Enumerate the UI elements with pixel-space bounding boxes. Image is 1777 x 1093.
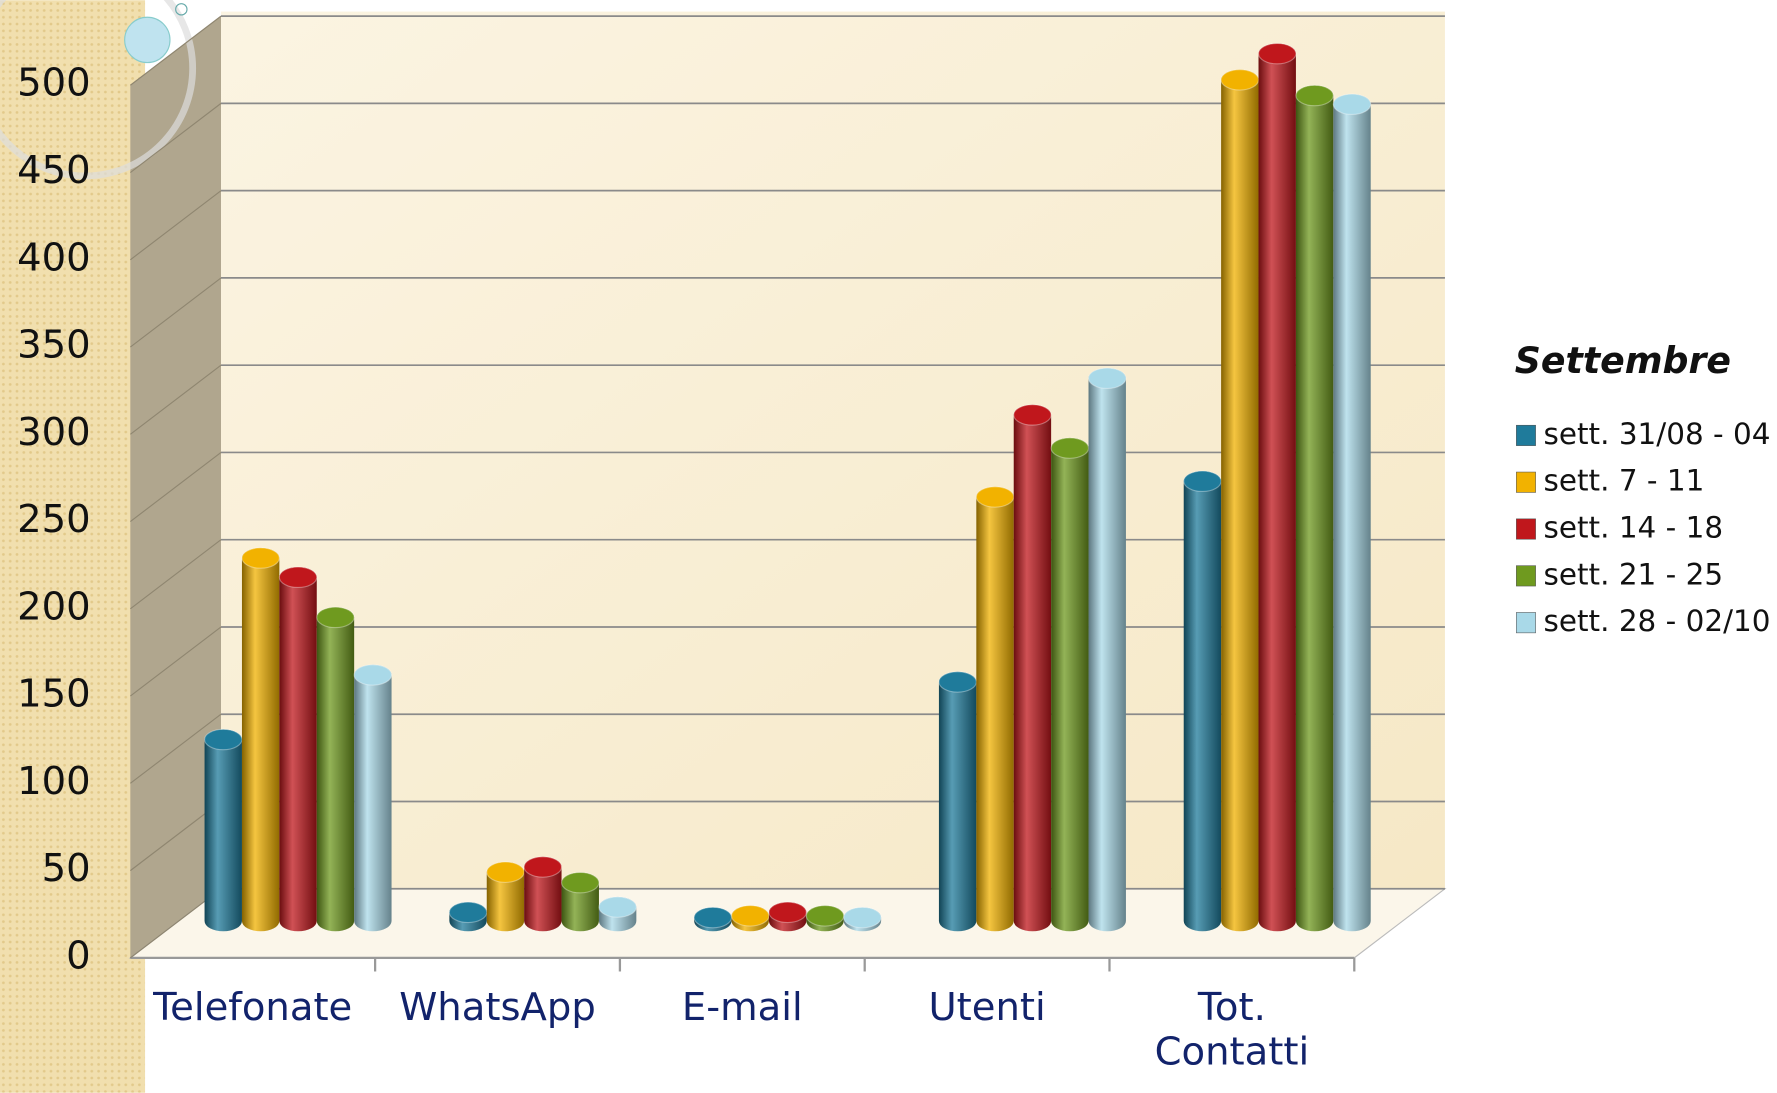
y-tick-label: 300	[17, 410, 91, 455]
bar-cap	[279, 567, 316, 587]
bar-cap	[524, 857, 561, 877]
bar	[1221, 70, 1258, 932]
bar	[939, 672, 976, 932]
legend-label: sett. 28 - 02/10	[1544, 604, 1771, 638]
bar-cap	[487, 862, 524, 882]
x-tick-label: Telefonate	[136, 986, 369, 1030]
y-tick-label: 150	[17, 672, 91, 717]
bar-cap	[599, 897, 636, 917]
bar	[1089, 368, 1126, 931]
bar-cap	[1296, 85, 1333, 105]
x-tick-label: Tot. Contatti	[1115, 986, 1348, 1075]
legend-label: sett. 21 - 25	[1544, 557, 1724, 591]
y-tick-label: 400	[17, 235, 91, 280]
x-tick-label: WhatsApp	[381, 986, 614, 1030]
x-label-box: Utenti	[870, 986, 1103, 1093]
bar-cap	[1014, 405, 1051, 425]
bar	[1184, 471, 1221, 931]
bar-cap	[694, 907, 731, 927]
bar-cap	[562, 872, 599, 892]
y-tick-label: 200	[17, 584, 91, 629]
x-label-box: E-mail	[626, 986, 859, 1093]
bar-cap	[976, 487, 1013, 507]
bar-cap	[1333, 94, 1370, 114]
bar-cap	[1259, 43, 1296, 63]
y-tick-label: 500	[17, 61, 91, 106]
y-tick-label: 250	[17, 497, 91, 542]
legend-swatch	[1516, 519, 1535, 539]
x-label-box: WhatsApp	[381, 986, 614, 1093]
y-tick-label: 350	[17, 323, 91, 368]
bar	[317, 607, 354, 931]
bar	[205, 729, 242, 931]
bar-cap	[354, 665, 391, 685]
bar	[1333, 94, 1370, 931]
legend-swatch	[1516, 612, 1535, 632]
x-label-box: Telefonate	[136, 986, 369, 1093]
y-tick-label: 50	[42, 846, 91, 891]
y-tick-label: 100	[17, 759, 91, 804]
bar	[1259, 43, 1296, 931]
bar	[242, 548, 279, 931]
bar-cap	[242, 548, 279, 568]
bar	[1051, 438, 1088, 931]
y-tick-label: 0	[66, 933, 91, 978]
bar-cap	[732, 906, 769, 926]
x-tick-label: Utenti	[870, 986, 1103, 1030]
bar-cap	[769, 902, 806, 922]
legend-label: sett. 31/08 - 04	[1544, 417, 1771, 451]
bar	[976, 487, 1013, 931]
y-tick-label: 450	[17, 148, 91, 193]
x-label-box: Tot. Contatti	[1115, 986, 1348, 1093]
bar-cap	[317, 607, 354, 627]
bar-cap	[1089, 368, 1126, 388]
legend-swatch	[1516, 566, 1535, 586]
bar-cap	[205, 729, 242, 749]
bar-cap	[844, 907, 881, 927]
legend-title: Settembre	[1515, 339, 1731, 382]
legend-label: sett. 14 - 18	[1544, 511, 1724, 545]
bar-cap	[1051, 438, 1088, 458]
bar-cap	[939, 672, 976, 692]
bar	[354, 665, 391, 931]
bar-cap	[1221, 70, 1258, 90]
bar	[1296, 85, 1333, 931]
decoration	[125, 17, 170, 62]
legend-swatch	[1516, 425, 1535, 445]
legend-swatch	[1516, 472, 1535, 492]
bar	[279, 567, 316, 931]
x-tick-label: E-mail	[626, 986, 859, 1030]
chart: Settembre 0 50 100 150 200 250 300 350 400 450 500…	[0, 0, 1777, 1093]
bar-cap	[1184, 471, 1221, 491]
bar	[1014, 405, 1051, 932]
bar-cap	[806, 906, 843, 926]
bar-cap	[449, 902, 486, 922]
legend-label: sett. 7 - 11	[1544, 464, 1705, 498]
